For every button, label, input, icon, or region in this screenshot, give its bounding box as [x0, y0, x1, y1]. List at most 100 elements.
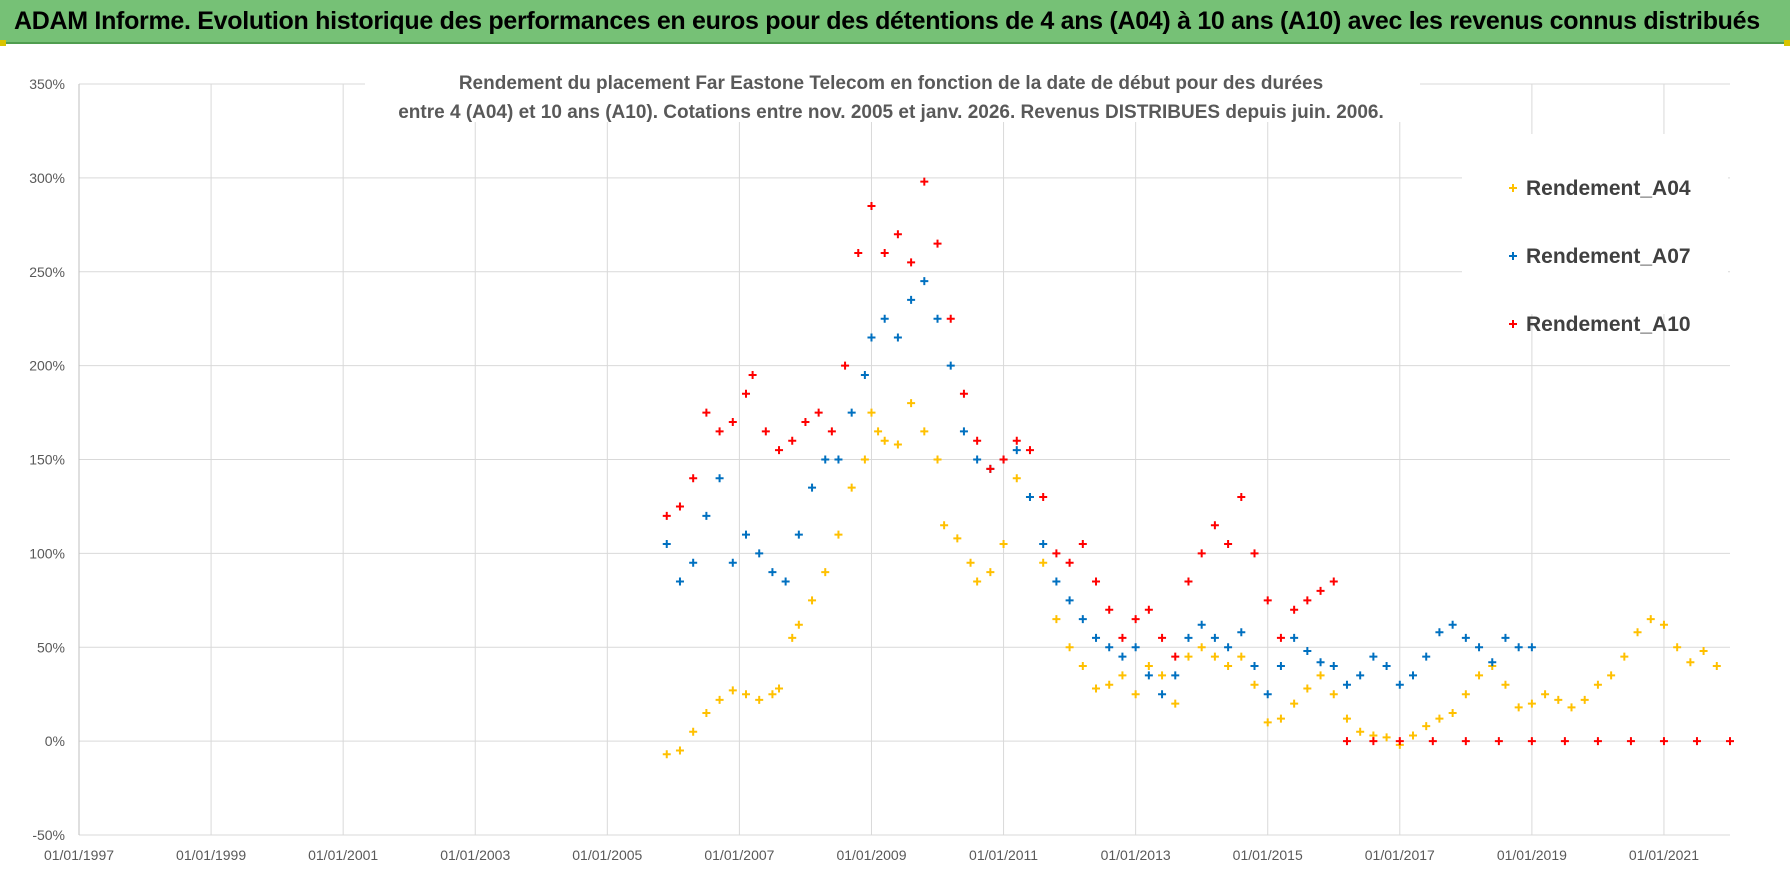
data-point: [1316, 586, 1325, 595]
data-point: [1118, 652, 1127, 661]
data-point: [1461, 633, 1470, 642]
data-point: [946, 361, 955, 370]
data-point: [1197, 549, 1206, 558]
x-tick-label: 01/01/2011: [969, 847, 1038, 863]
y-tick-label: 250%: [29, 264, 65, 280]
data-point: [1626, 737, 1635, 746]
data-point: [748, 371, 757, 380]
series-Rendement_A07: [662, 277, 1536, 699]
data-point: [1158, 690, 1167, 699]
data-point: [1039, 539, 1048, 548]
legend-marker: [1509, 320, 1517, 328]
plot-points: [662, 177, 1734, 759]
chart-subtitle-line2: entre 4 (A04) et 10 ans (A10). Cotations…: [398, 102, 1384, 123]
data-point: [1012, 446, 1021, 455]
data-point: [1184, 652, 1193, 661]
data-point: [1580, 695, 1589, 704]
data-point: [1065, 558, 1074, 567]
data-point: [1527, 737, 1536, 746]
data-point: [1131, 615, 1140, 624]
data-point: [880, 436, 889, 445]
subtitle-box: [365, 60, 1420, 122]
data-point: [1092, 633, 1101, 642]
data-point: [1210, 652, 1219, 661]
legend-label: Rendement_A04: [1526, 177, 1691, 200]
data-point: [1435, 628, 1444, 637]
data-point: [1342, 714, 1351, 723]
data-point: [847, 408, 856, 417]
data-point: [775, 446, 784, 455]
data-point: [1250, 680, 1259, 689]
y-axis-ticks: -50% 0% 50% 100% 150% 200% 250% 300% 350%: [29, 76, 65, 843]
data-point: [821, 568, 830, 577]
data-point: [1144, 605, 1153, 614]
data-point: [893, 440, 902, 449]
data-point: [1105, 643, 1114, 652]
data-point: [1224, 643, 1233, 652]
data-point: [761, 427, 770, 436]
data-point: [1263, 718, 1272, 727]
data-point: [946, 314, 955, 323]
data-point: [1633, 628, 1642, 637]
data-point: [689, 558, 698, 567]
data-point: [966, 558, 975, 567]
data-point: [788, 633, 797, 642]
data-point: [1593, 737, 1602, 746]
data-point: [1501, 633, 1510, 642]
y-tick-label: 50%: [37, 639, 65, 655]
data-point: [1329, 690, 1338, 699]
data-point: [662, 511, 671, 520]
data-point: [742, 389, 751, 398]
data-point: [1475, 671, 1484, 680]
data-point: [1184, 633, 1193, 642]
data-point: [986, 464, 995, 473]
data-point: [1303, 596, 1312, 605]
data-point: [1303, 684, 1312, 693]
data-point: [1593, 680, 1602, 689]
data-point: [1395, 680, 1404, 689]
x-axis-ticks: 01/01/1997 01/01/1999 01/01/2001 01/01/2003…: [44, 847, 1699, 863]
data-point: [834, 455, 843, 464]
data-point: [1158, 671, 1167, 680]
data-point: [1092, 577, 1101, 586]
data-point: [1078, 615, 1087, 624]
data-point: [1560, 737, 1569, 746]
chart-area: -50% 0% 50% 100% 150% 200% 250% 300% 350% 01/01/…: [0, 46, 1790, 886]
data-point: [867, 202, 876, 211]
data-point: [801, 417, 810, 426]
data-point: [1527, 643, 1536, 652]
data-point: [814, 408, 823, 417]
y-tick-label: 150%: [29, 452, 65, 468]
legend-box: [1462, 134, 1728, 314]
data-point: [1118, 633, 1127, 642]
data-point: [1118, 671, 1127, 680]
data-point: [933, 455, 942, 464]
data-point: [808, 596, 817, 605]
data-point: [1409, 731, 1418, 740]
data-point: [675, 746, 684, 755]
data-point: [1646, 615, 1655, 624]
data-point: [794, 620, 803, 629]
x-tick-label: 01/01/1999: [176, 847, 246, 863]
y-tick-label: 300%: [29, 170, 65, 186]
data-point: [1131, 690, 1140, 699]
data-point: [973, 436, 982, 445]
data-point: [1290, 605, 1299, 614]
y-tick-label: -50%: [32, 827, 65, 843]
data-point: [1369, 737, 1378, 746]
data-point: [847, 483, 856, 492]
data-point: [1131, 643, 1140, 652]
x-tick-label: 01/01/2019: [1497, 847, 1567, 863]
data-point: [1290, 633, 1299, 642]
data-point: [1712, 662, 1721, 671]
data-point: [854, 248, 863, 257]
data-point: [1197, 643, 1206, 652]
data-point: [755, 549, 764, 558]
data-point: [1263, 690, 1272, 699]
legend-label: Rendement_A10: [1526, 313, 1691, 336]
data-point: [715, 695, 724, 704]
legend-label: Rendement_A07: [1526, 245, 1691, 268]
data-point: [907, 258, 916, 267]
data-point: [1316, 658, 1325, 667]
data-point: [1276, 633, 1285, 642]
